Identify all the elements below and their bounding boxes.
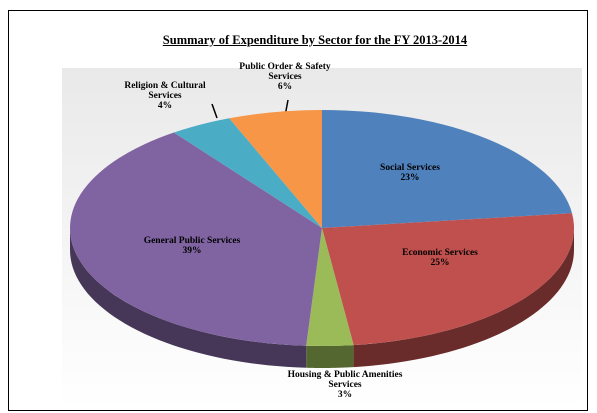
slice-name: General Public Services (143, 236, 241, 246)
slice-label: General Public Services 39% (137, 236, 247, 256)
slice-side (70, 228, 307, 368)
slice-value: 3% (337, 390, 353, 400)
slice-label: Public Order & Safety Services 6% (238, 62, 333, 92)
slice-label: Economic Services 25% (375, 248, 505, 268)
slice-label: Social Services 23% (365, 163, 455, 183)
slice-value: 39% (182, 246, 202, 256)
chart-title: Summary of Expenditure by Sector for the… (162, 33, 468, 47)
slice-value: 25% (430, 258, 450, 268)
slice-name: Public Order & Safety Services (239, 62, 331, 82)
slice-side (306, 345, 354, 368)
slice (229, 110, 322, 228)
slice-label: Housing & Public Amenities Services 3% (275, 370, 415, 400)
slice-name: Housing & Public Amenities Services (287, 370, 403, 390)
slice (306, 228, 354, 346)
slice (322, 110, 573, 228)
slice-side (353, 228, 574, 368)
slice (69, 132, 323, 346)
slice (322, 213, 574, 346)
slice-value: 4% (157, 101, 173, 111)
slice-name: Religion & Cultural Services (124, 81, 206, 101)
leader-line (211, 103, 218, 119)
slice (173, 118, 322, 228)
slice-value: 23% (400, 173, 420, 183)
slice-value: 6% (277, 82, 293, 92)
slice-name: Economic Services (402, 248, 478, 258)
slice-label: Religion & Cultural Services 4% (108, 81, 223, 111)
slice-name: Social Services (380, 163, 440, 173)
